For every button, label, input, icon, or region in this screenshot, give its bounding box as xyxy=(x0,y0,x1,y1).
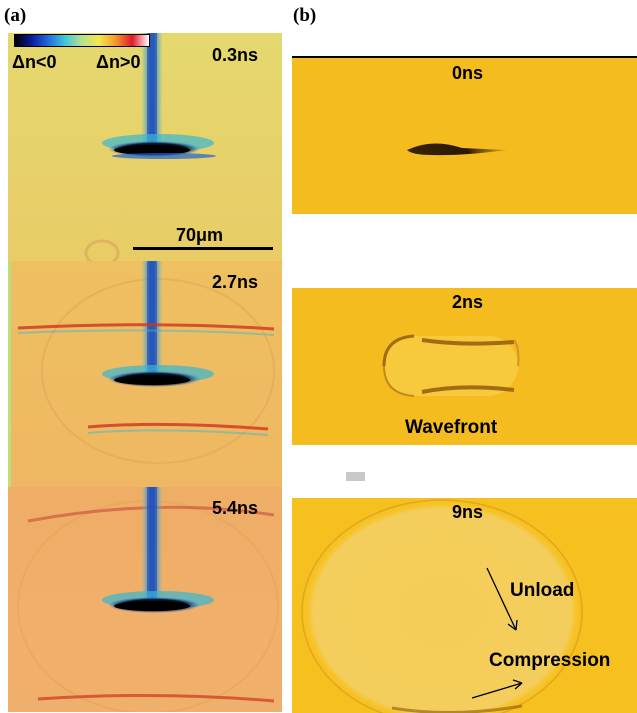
sim-frame-3-graphic xyxy=(301,499,583,713)
compression-label: Compression xyxy=(489,650,611,671)
sim-time-label-1: 0ns xyxy=(452,63,484,83)
sim-time-label-3: 9ns xyxy=(452,502,484,522)
panel-a-label: (a) xyxy=(4,5,27,26)
panel-a-image xyxy=(8,33,282,712)
sim-frame-1 xyxy=(292,58,637,214)
exp-time-label-1: 0.3ns xyxy=(212,45,259,65)
scalebar-label: 70μm xyxy=(176,225,224,245)
sim-frame-3 xyxy=(292,498,637,713)
exp-frame-2 xyxy=(8,261,282,487)
colorbar xyxy=(14,34,150,47)
scalebar xyxy=(133,247,273,250)
gray-marker xyxy=(346,472,365,481)
exp-frame-1 xyxy=(8,33,282,267)
panel-b-top-rule xyxy=(292,56,637,58)
exp-time-label-2: 2.7ns xyxy=(212,272,259,292)
colorbar-pos-label: Δn>0 xyxy=(96,52,141,72)
panel-b-label: (b) xyxy=(293,5,317,26)
unload-label: Unload xyxy=(510,580,575,601)
exp-time-label-3: 5.4ns xyxy=(212,498,259,518)
sim-frame-2 xyxy=(292,288,637,445)
sim-time-label-2: 2ns xyxy=(452,292,484,312)
panel-a-frames xyxy=(8,33,282,712)
exp-frame-3 xyxy=(8,487,282,712)
sim-frame-2-graphic xyxy=(382,334,520,397)
sim-frame-1-graphic xyxy=(407,143,507,156)
colorbar-neg-label: Δn<0 xyxy=(12,52,57,72)
wavefront-label: Wavefront xyxy=(405,417,498,438)
